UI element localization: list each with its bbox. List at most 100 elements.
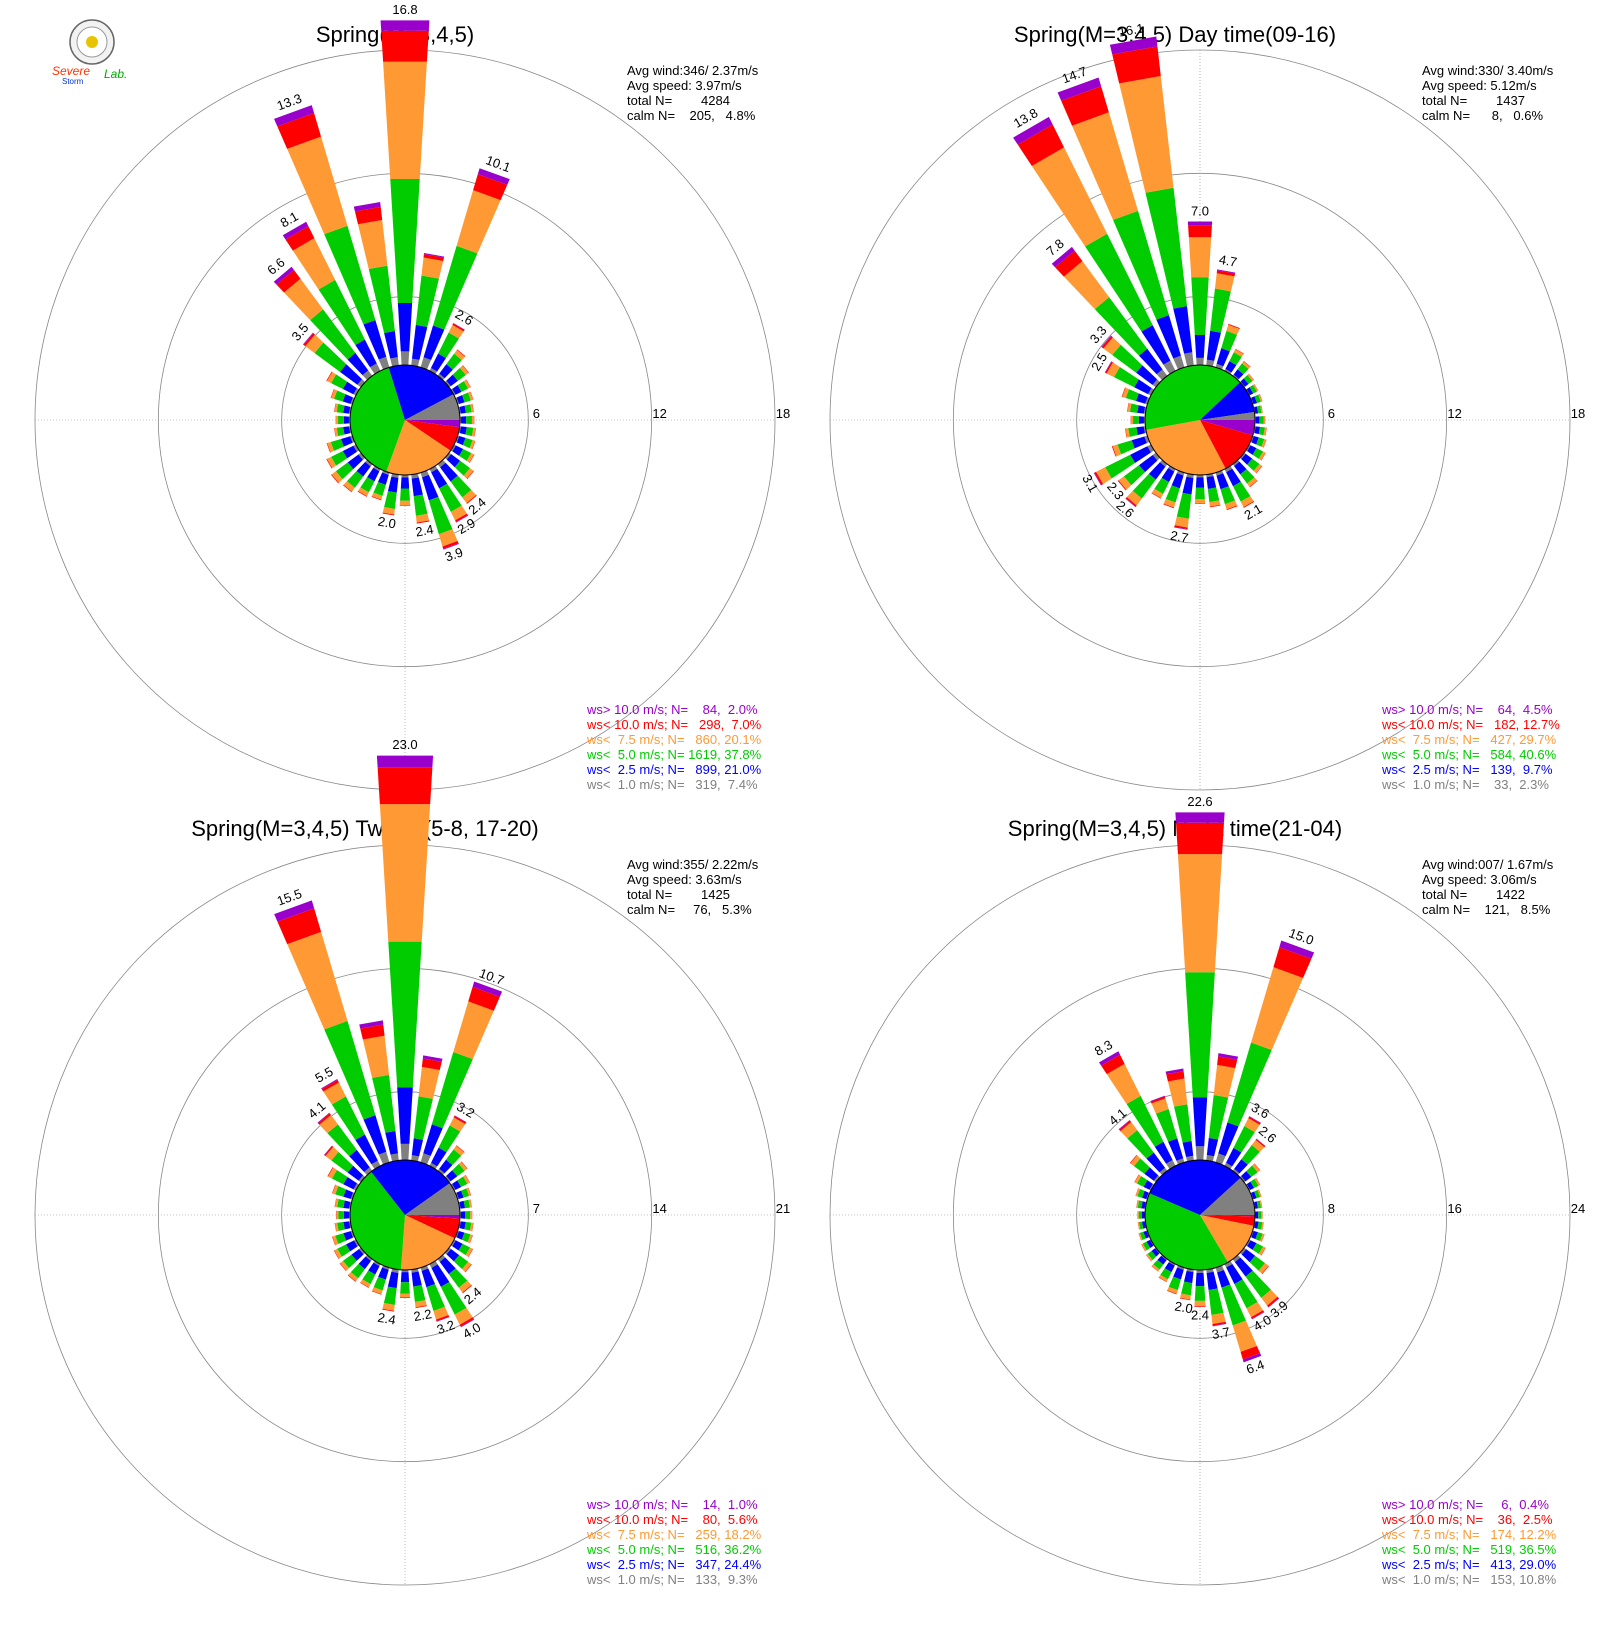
bar-segment-dir-180 bbox=[1195, 488, 1205, 499]
bar-segment-dir-270 bbox=[1139, 1211, 1142, 1219]
ring-label: 7 bbox=[533, 1201, 540, 1216]
legend-entry: ws> 10.0 m/s; N= 84, 2.0% bbox=[586, 702, 758, 717]
bar-segment-dir-0 bbox=[1195, 335, 1205, 358]
legend-entry: ws> 10.0 m/s; N= 6, 0.4% bbox=[1381, 1497, 1549, 1512]
bar-segment-dir-190 bbox=[1182, 477, 1193, 495]
bar-segment-dir-90 bbox=[461, 1211, 465, 1218]
legend-entry: ws< 1.0 m/s; N= 33, 2.3% bbox=[1381, 777, 1549, 792]
legend-entry: ws< 5.0 m/s; N= 584, 40.6% bbox=[1381, 747, 1557, 762]
bar-segment-dir-90 bbox=[1261, 1211, 1262, 1219]
bar-segment-dir-0 bbox=[397, 1087, 413, 1144]
bar-segment-dir-0 bbox=[1176, 823, 1224, 854]
bar-segment-dir-180 bbox=[1195, 499, 1205, 503]
bar-segment-dir-10 bbox=[1207, 1138, 1218, 1156]
bar-segment-dir-190 bbox=[388, 1272, 399, 1288]
bar-segment-dir-10 bbox=[1215, 273, 1235, 291]
stat-line: calm N= 205, 4.8% bbox=[627, 108, 756, 123]
stat-line: Avg wind:355/ 2.22m/s bbox=[627, 857, 759, 872]
bar-segment-dir-160 bbox=[1217, 473, 1229, 489]
bar-segment-dir-180 bbox=[400, 1282, 410, 1293]
bar-label: 4.7 bbox=[1218, 252, 1238, 270]
bar-segment-dir-170 bbox=[412, 1271, 422, 1286]
logo-text-severe: Severe bbox=[52, 64, 90, 78]
bar-segment-dir-0 bbox=[1188, 221, 1212, 225]
bar-segment-dir-90 bbox=[461, 416, 466, 423]
legend-entry: ws< 2.5 m/s; N= 413, 29.0% bbox=[1381, 1557, 1557, 1572]
bar-segment-dir-170 bbox=[1209, 1288, 1224, 1315]
legend-entry: ws< 2.5 m/s; N= 139, 9.7% bbox=[1381, 762, 1553, 777]
legend-entry: ws< 2.5 m/s; N= 347, 24.4% bbox=[586, 1557, 762, 1572]
ring-label: 18 bbox=[776, 406, 790, 421]
bar-segment-dir-20 bbox=[453, 1001, 494, 1059]
ring-label: 6 bbox=[1328, 406, 1335, 421]
stat-line: Avg speed: 3.63m/s bbox=[627, 872, 742, 887]
bar-segment-dir-170 bbox=[1208, 488, 1219, 503]
bar-segment-dir-0 bbox=[381, 20, 430, 30]
bar-segment-dir-180 bbox=[1196, 1273, 1205, 1286]
bar-segment-dir-350 bbox=[384, 331, 398, 358]
panel-title: Spring(M=3,4,5) Twlight(5-8, 17-20) bbox=[191, 816, 538, 841]
bar-segment-dir-170 bbox=[1207, 476, 1217, 489]
bar-segment-dir-0 bbox=[1191, 277, 1208, 334]
stat-line: Avg wind:346/ 2.37m/s bbox=[627, 63, 759, 78]
bar-segment-dir-90 bbox=[1256, 1211, 1259, 1218]
legend-entry: ws> 10.0 m/s; N= 14, 1.0% bbox=[586, 1497, 758, 1512]
bar-segment-dir-270 bbox=[344, 1211, 349, 1218]
bar-segment-dir-180 bbox=[1195, 1286, 1206, 1301]
bar-segment-dir-260 bbox=[1136, 426, 1145, 435]
bar-segment-dir-10 bbox=[421, 258, 443, 279]
bar-segment-dir-180 bbox=[1196, 477, 1204, 487]
bar-segment-dir-270 bbox=[336, 1211, 338, 1219]
bar-segment-dir-190 bbox=[1181, 1282, 1192, 1296]
bar-label: 22.6 bbox=[1187, 794, 1212, 809]
bar-segment-dir-20 bbox=[1217, 348, 1230, 366]
bar-segment-dir-190 bbox=[1177, 493, 1192, 519]
bar-segment-dir-0 bbox=[1188, 226, 1212, 237]
bar-label: 7.0 bbox=[1191, 204, 1209, 219]
legend-entry: ws< 1.0 m/s; N= 153, 10.8% bbox=[1381, 1572, 1557, 1587]
legend-entry: ws< 7.5 m/s; N= 259, 18.2% bbox=[586, 1527, 762, 1542]
bar-segment-dir-190 bbox=[1184, 1271, 1194, 1283]
bar-label: 3.7 bbox=[1211, 1324, 1231, 1342]
bar-segment-dir-270 bbox=[1131, 416, 1133, 424]
bar-segment-dir-0 bbox=[388, 942, 421, 1088]
bar-segment-dir-190 bbox=[388, 477, 398, 493]
bar-segment-dir-0 bbox=[1189, 237, 1211, 277]
legend-entry: ws< 10.0 m/s; N= 182, 12.7% bbox=[1381, 717, 1560, 732]
legend-entry: ws< 5.0 m/s; N= 516, 36.2% bbox=[586, 1542, 762, 1557]
bar-segment-dir-0 bbox=[1178, 854, 1222, 972]
bar-segment-dir-170 bbox=[414, 495, 428, 516]
legend-entry: ws< 2.5 m/s; N= 899, 21.0% bbox=[586, 762, 762, 777]
bar-segment-dir-350 bbox=[363, 1036, 389, 1078]
bar-label: 2.4 bbox=[1191, 1307, 1209, 1322]
bar-segment-dir-0 bbox=[378, 768, 433, 804]
bar-segment-dir-10 bbox=[412, 1138, 423, 1156]
bar-segment-dir-20 bbox=[1251, 967, 1303, 1050]
bar-segment-dir-20 bbox=[1221, 331, 1237, 351]
panel-title: Spring(M=3,4,5) Night time(21-04) bbox=[1008, 816, 1342, 841]
bar-label: 23.0 bbox=[392, 737, 417, 752]
bar-segment-dir-340 bbox=[287, 932, 347, 1029]
bar-segment-dir-350 bbox=[1183, 1141, 1194, 1157]
bar-segment-dir-90 bbox=[1264, 416, 1265, 424]
bar-segment-dir-0 bbox=[390, 179, 419, 303]
bar-segment-dir-170 bbox=[1207, 1272, 1218, 1290]
bar-segment-dir-180 bbox=[1195, 503, 1205, 504]
ring-label: 16 bbox=[1447, 1201, 1461, 1216]
lab-logo: Severe Storm Lab. bbox=[52, 20, 127, 86]
legend-entry: ws< 7.5 m/s; N= 427, 29.7% bbox=[1381, 732, 1557, 747]
legend-entry: ws> 10.0 m/s; N= 64, 4.5% bbox=[1381, 702, 1553, 717]
bar-segment-dir-0 bbox=[1196, 1146, 1204, 1160]
legend-entry: ws< 7.5 m/s; N= 174, 12.2% bbox=[1381, 1527, 1557, 1542]
logo-text-storm: Storm bbox=[62, 77, 84, 86]
bar-label: 2.4 bbox=[414, 522, 434, 540]
bar-label: 2.2 bbox=[412, 1306, 432, 1324]
bar-segment-dir-270 bbox=[338, 416, 344, 424]
bar-segment-dir-170 bbox=[413, 1285, 425, 1302]
stat-line: total N= 1422 bbox=[1422, 887, 1525, 902]
